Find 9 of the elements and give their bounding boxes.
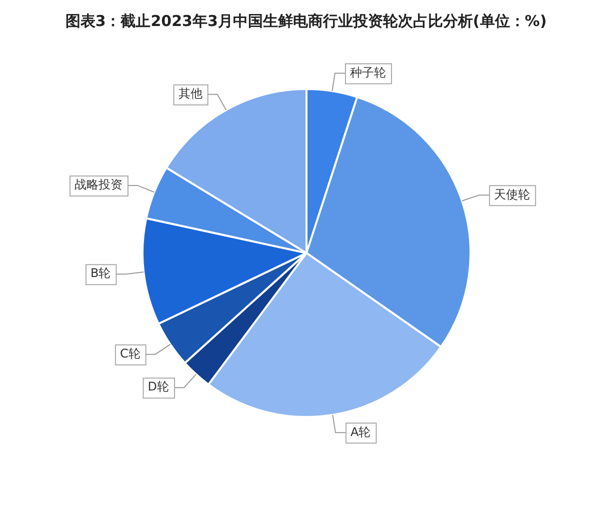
slice-label: B轮	[90, 266, 111, 280]
slice-label: 种子轮	[350, 65, 386, 80]
slice-label: D轮	[148, 380, 170, 394]
slice-label: A轮	[350, 424, 371, 439]
slice-label: 天使轮	[494, 187, 530, 202]
slice-label: 其他	[178, 86, 202, 100]
chart-title: 图表3：截止2023年3月中国生鲜电商行业投资轮次占比分析(单位：%)	[65, 12, 547, 30]
slice-label: 战略投资	[74, 178, 122, 192]
slice-label: C轮	[120, 346, 140, 360]
